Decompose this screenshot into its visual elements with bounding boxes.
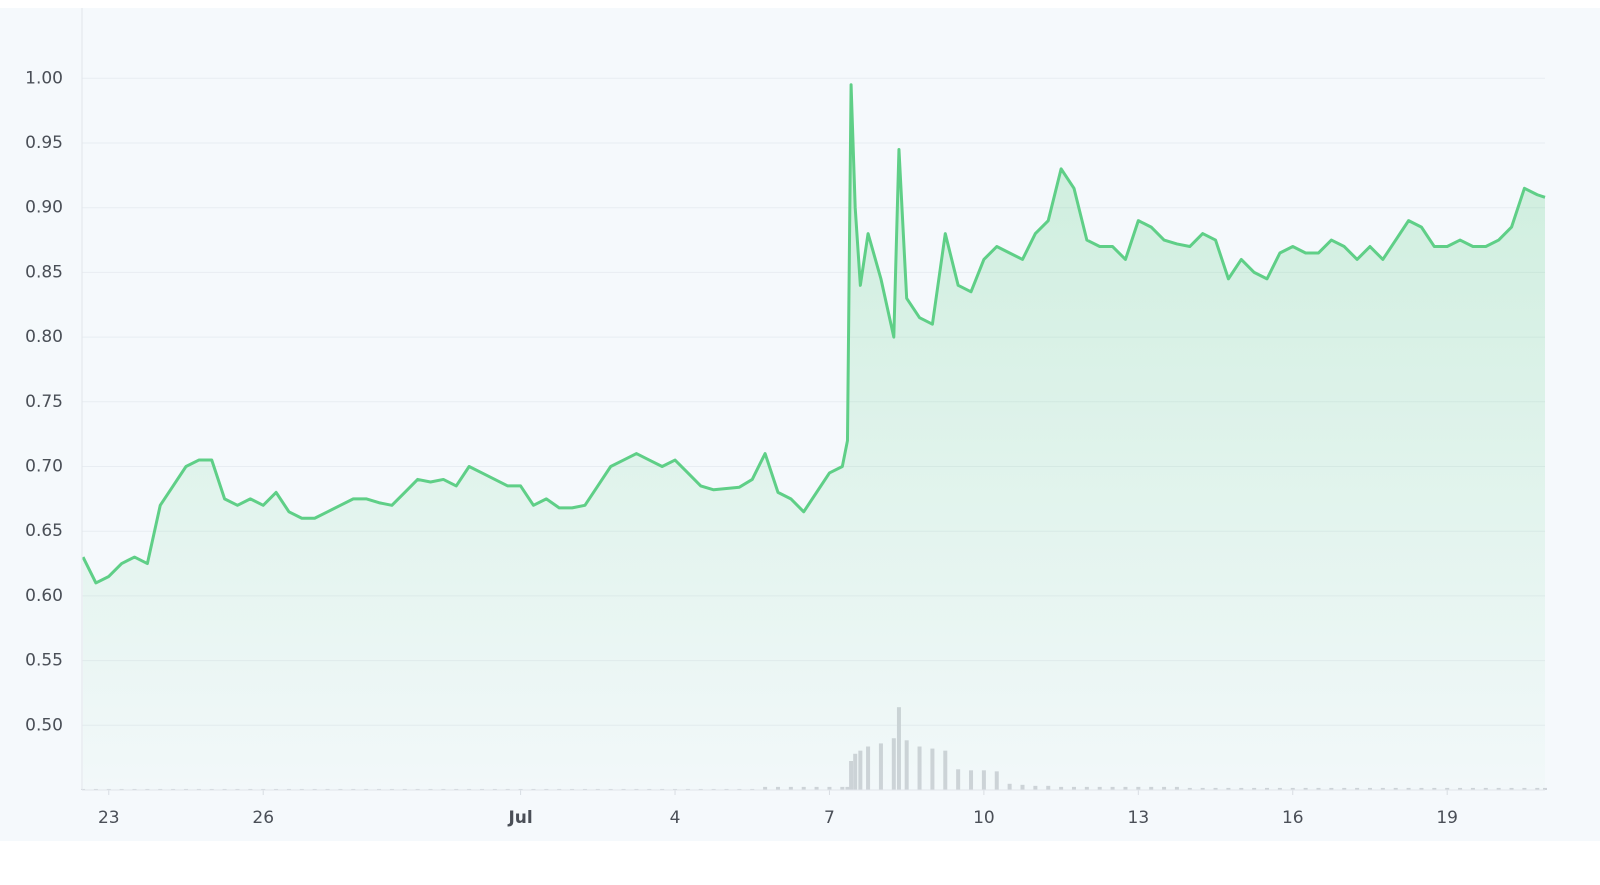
x-tick-label: 13 xyxy=(1128,808,1150,828)
x-tick-label: Jul xyxy=(507,808,532,828)
x-tick-label: 10 xyxy=(973,808,995,828)
x-tick-label: 7 xyxy=(824,808,835,828)
y-tick-label: 0.75 xyxy=(25,392,63,412)
price-layer xyxy=(81,83,1546,790)
y-tick-label: 0.60 xyxy=(25,586,63,606)
y-tick-label: 1.00 xyxy=(25,68,63,88)
tick-labels: 0.50 0.55 0.60 0.65 0.70 0.75 0.80 0.85 0.90 0.95… xyxy=(25,68,1458,828)
x-tick-label: 16 xyxy=(1282,808,1304,828)
y-tick-label: 0.50 xyxy=(25,715,63,735)
y-tick-label: 0.80 xyxy=(25,327,63,347)
y-tick-label: 0.95 xyxy=(25,133,63,153)
price-line xyxy=(81,83,1546,585)
y-tick-label: 0.85 xyxy=(25,262,63,282)
price-area xyxy=(83,84,1546,790)
y-tick-label: 0.70 xyxy=(25,457,63,477)
x-tick-label: 19 xyxy=(1436,808,1458,828)
y-tick-label: 0.90 xyxy=(25,198,63,218)
y-tick-label: 0.65 xyxy=(25,521,63,541)
x-tick-label: 26 xyxy=(252,808,274,828)
x-tick-label: 23 xyxy=(98,808,120,828)
x-tick-label: 4 xyxy=(670,808,681,828)
y-tick-label: 0.55 xyxy=(25,651,63,671)
